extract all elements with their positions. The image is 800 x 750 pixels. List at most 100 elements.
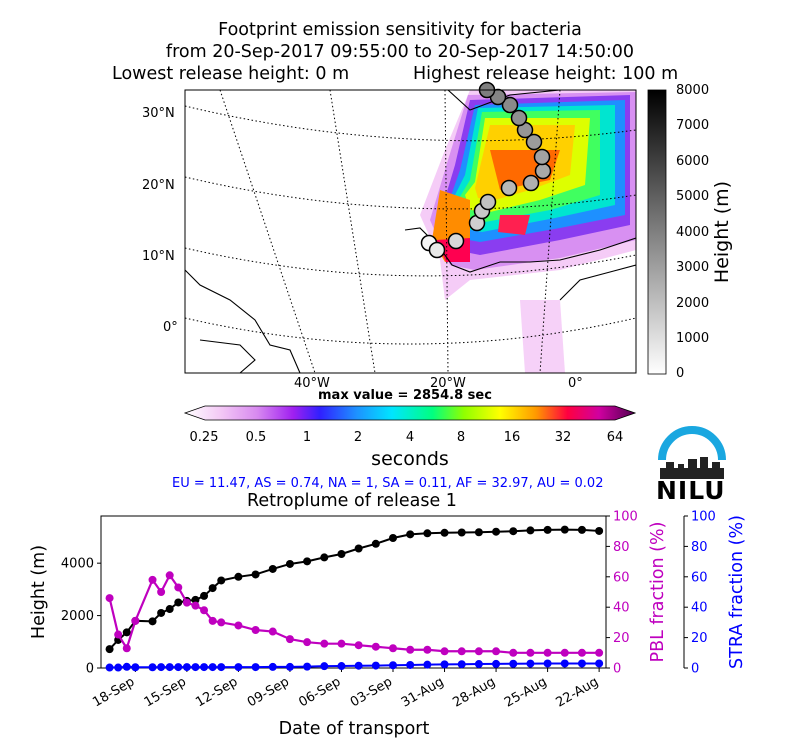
height-tick-5000: 5000 — [676, 189, 710, 204]
pbl-tick-label: 20 — [613, 631, 630, 646]
height-point — [543, 525, 552, 534]
height-point — [165, 605, 174, 614]
stra-fraction-point — [251, 663, 260, 672]
pbl-fraction-point — [114, 630, 123, 639]
lat-label-30: 30°N — [142, 106, 175, 121]
height-point — [371, 539, 380, 548]
pbl-fraction-point — [191, 601, 200, 610]
pbl-fraction-point — [354, 641, 363, 650]
height-point — [354, 544, 363, 553]
height-point — [234, 572, 243, 581]
pbl-fraction-point — [440, 647, 449, 656]
height-point — [285, 559, 294, 568]
y-axis-label: Height (m) — [29, 545, 49, 639]
stra-fraction-point — [337, 662, 346, 671]
height-point — [526, 526, 535, 535]
pbl-fraction-point — [122, 644, 131, 653]
height-point — [389, 534, 398, 543]
cbar-tick-2: 1 — [302, 430, 312, 445]
pbl-tick-label: 100 — [613, 510, 638, 525]
stra-fraction-point — [114, 663, 123, 672]
height-point — [474, 528, 483, 537]
stra-fraction-point — [157, 663, 166, 672]
lon-label-0: 0° — [568, 376, 583, 391]
pbl-fraction-point — [371, 642, 380, 651]
region-fractions: EU = 11.47, AS = 0.74, NA = 1, SA = 0.11… — [172, 476, 604, 491]
height-tick-4000: 4000 — [676, 225, 710, 240]
stra-fraction-point — [543, 659, 552, 668]
height-point — [200, 591, 209, 600]
stra-tick-label: 80 — [691, 540, 708, 555]
height-point — [174, 598, 183, 607]
x-tick-label: 03-Sep — [348, 674, 395, 710]
height-point — [251, 570, 260, 579]
stra-fraction-point — [105, 663, 114, 672]
height-point — [105, 645, 114, 654]
height-point — [406, 530, 415, 539]
pbl-fraction-point — [303, 638, 312, 647]
height-point — [268, 564, 277, 573]
stra-fraction-point — [122, 662, 131, 671]
stra-fraction-point — [200, 663, 209, 672]
pbl-fraction-point — [131, 616, 140, 625]
height-point — [509, 527, 518, 536]
height-line — [108, 528, 600, 650]
stra-fraction-point — [217, 663, 226, 672]
stra-fraction-point — [406, 660, 415, 669]
cbar-tick-7: 32 — [554, 430, 572, 445]
height-point — [423, 529, 432, 538]
stra-fraction-point — [303, 662, 312, 671]
pbl-fraction-line — [108, 573, 600, 654]
height-point — [217, 576, 226, 585]
pbl-fraction-point — [320, 639, 329, 648]
max-value-label: max value = 2854.8 sec — [318, 388, 492, 403]
cbar-tick-5: 8 — [456, 430, 466, 445]
pbl-fraction-point — [457, 647, 466, 656]
lat-label-0: 0° — [163, 320, 178, 335]
height-point — [122, 628, 131, 637]
page-subtitle: from 20-Sep-2017 09:55:00 to 20-Sep-2017… — [165, 42, 635, 62]
stra-fraction-point — [131, 663, 140, 672]
x-tick-label: 12-Sep — [193, 674, 240, 710]
x-axis-label: Date of transport — [279, 719, 430, 739]
height-point — [191, 595, 200, 604]
pbl-fraction-point — [389, 644, 398, 653]
stra-fraction-point — [509, 659, 518, 668]
stra-fraction-point — [457, 660, 466, 669]
pbl-fraction-point — [474, 647, 483, 656]
cbar-tick-6: 16 — [503, 430, 521, 445]
stra-tick-label: 0 — [691, 662, 699, 677]
cbar-tick-8: 64 — [606, 430, 624, 445]
lon-label-20w: 20°W — [430, 376, 466, 391]
pbl-tick-label: 40 — [613, 601, 630, 616]
stra-fraction-point — [268, 662, 277, 671]
colorbar-label: seconds — [371, 448, 449, 470]
height-point — [337, 550, 346, 558]
x-tick-label: 18-Sep — [90, 674, 137, 710]
pbl-fraction-point — [526, 648, 535, 657]
x-tick-label: 25-Aug — [502, 674, 550, 710]
stra-fraction-point — [440, 660, 449, 669]
height-point — [457, 528, 466, 537]
y-tick-label: 0 — [86, 662, 94, 677]
stra-fraction-point — [423, 660, 432, 669]
pbl-fraction-point — [285, 635, 294, 644]
pbl-fraction-point — [543, 648, 552, 657]
height-tick-3000: 3000 — [676, 260, 710, 275]
lat-label-10: 10°N — [142, 249, 175, 264]
stra-tick-label: 20 — [691, 631, 708, 646]
height-point — [320, 553, 329, 562]
height-point — [303, 557, 312, 566]
stra-fraction-point — [165, 663, 174, 672]
pbl-fraction-point — [182, 598, 191, 607]
stra-fraction-point — [148, 663, 157, 672]
stra-fraction-point — [320, 662, 329, 671]
page-title: Footprint emission sensitivity for bacte… — [218, 20, 582, 40]
height-tick-6000: 6000 — [676, 154, 710, 169]
height-point — [148, 617, 157, 626]
x-tick-label: 15-Sep — [142, 674, 189, 710]
chart-title: Retroplume of release 1 — [247, 491, 457, 511]
lat-label-20: 20°N — [142, 178, 175, 193]
cbar-tick-0: 0.25 — [189, 430, 219, 445]
